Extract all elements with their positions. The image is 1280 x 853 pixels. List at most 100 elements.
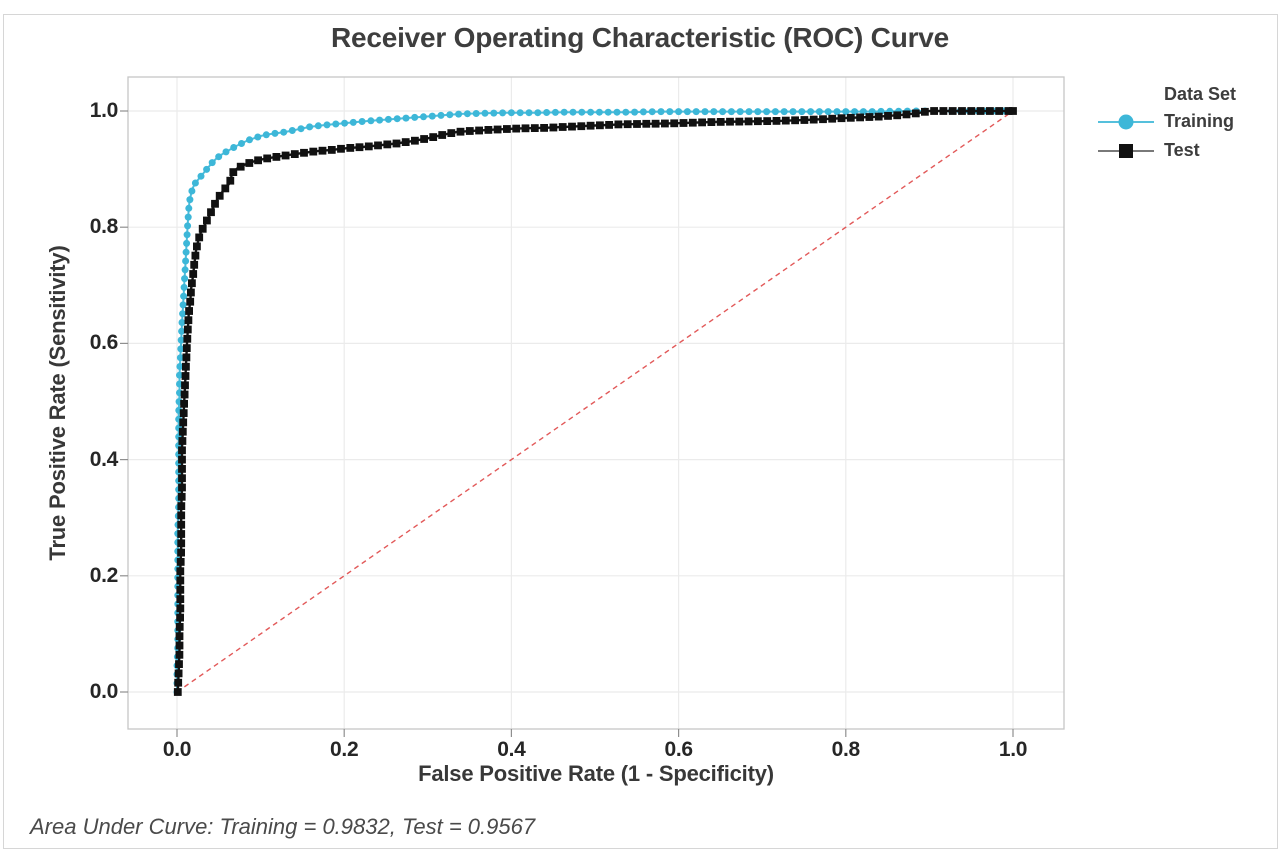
training-marker [271,129,279,137]
test-marker-icon [1098,143,1154,158]
training-marker [481,109,489,117]
training-marker [411,113,419,121]
test-marker [272,153,281,161]
test-marker [921,107,929,116]
training-marker [184,222,192,230]
training-marker [507,109,515,117]
test-marker [337,144,345,153]
test-marker [623,120,632,129]
training-marker [191,179,199,187]
training-marker [613,108,621,116]
training-marker [176,354,184,362]
test-marker [190,260,199,269]
training-marker [323,121,331,129]
training-marker [780,108,788,116]
test-marker [211,199,219,208]
test-marker [318,146,327,155]
test-marker [967,107,976,115]
test-marker [670,119,679,128]
test-marker [800,116,809,124]
test-marker [772,117,781,125]
test-marker [865,113,874,121]
training-marker [203,165,211,173]
training-marker [851,108,859,116]
test-marker [173,688,182,696]
training-marker [367,117,375,125]
training-marker [859,108,867,116]
test-marker [179,418,188,427]
test-marker [175,660,183,668]
test-marker [263,154,272,163]
test-marker [633,120,641,128]
training-marker [314,122,322,130]
test-marker [182,362,190,371]
test-marker [679,119,688,127]
test-marker [177,492,186,501]
test-marker [493,125,502,134]
test-marker [754,117,762,126]
test-marker [374,141,382,150]
training-marker [569,108,577,116]
training-marker [306,123,314,131]
test-marker [484,126,493,134]
test-marker [175,632,184,641]
test-marker [948,107,957,115]
training-marker [297,125,305,133]
training-marker [798,108,806,116]
training-marker [692,108,700,116]
training-marker [181,266,189,274]
test-marker [438,131,447,139]
test-marker [465,127,474,135]
test-marker [176,567,185,576]
test-marker [346,144,355,152]
test-marker [327,146,336,154]
test-marker [688,118,697,127]
training-marker-icon [1098,114,1154,129]
test-marker [651,119,660,128]
test-marker [420,135,428,143]
legend-title: Data Set [1164,84,1237,104]
training-marker [701,108,709,116]
training-marker [815,108,823,116]
test-marker [540,124,548,132]
training-marker [178,327,186,335]
x-tick-label: 0.6 [664,738,693,761]
training-marker [177,336,185,344]
test-marker [429,133,438,141]
training-marker [789,108,797,116]
training-marker [763,108,771,116]
test-marker [215,191,224,200]
legend-label-training: Training [1164,111,1235,131]
training-marker [197,172,205,180]
training-marker [393,115,401,123]
test-marker [177,539,186,548]
test-marker [1009,107,1017,115]
chart-title: Receiver Operating Characteristic (ROC) … [330,22,950,53]
test-marker [939,107,948,115]
training-marker [178,319,186,326]
training-marker [807,108,815,116]
test-marker [188,279,196,288]
training-marker [332,120,340,128]
test-marker [177,530,186,538]
test-marker [577,122,586,131]
training-marker [587,108,595,116]
test-marker [183,334,192,343]
test-marker [236,162,245,171]
training-marker [246,136,253,144]
training-marker [595,108,603,116]
test-marker [809,115,818,124]
test-marker [182,344,191,352]
training-marker [543,109,551,116]
training-marker [745,108,753,116]
training-marker [186,196,194,204]
test-marker [177,548,185,557]
training-marker [176,363,184,370]
test-marker [558,123,567,131]
training-marker [384,115,392,123]
training-marker [420,113,427,121]
test-marker [530,124,539,132]
training-marker [280,128,288,136]
